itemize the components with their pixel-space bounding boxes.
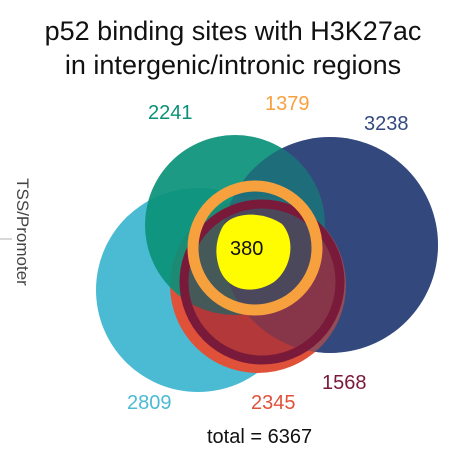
total-label: total = 6367 (207, 426, 313, 448)
set-orange-circle (187, 180, 323, 316)
set-navy-count: 3238 (364, 113, 409, 135)
set-cyan-count: 2809 (127, 392, 172, 414)
center-intersection (216, 214, 291, 290)
set-red-count: 2345 (251, 392, 296, 414)
set-maroon-count: 1568 (322, 372, 367, 394)
set-orange-count: 1379 (265, 93, 310, 115)
side-tick (0, 238, 12, 240)
title-line-1: p52 binding sites with H3K27ac (44, 16, 422, 46)
center-count: 380 (230, 238, 264, 260)
title-line-2: in intergenic/intronic regions (64, 50, 402, 80)
set-teal-count: 2241 (148, 102, 193, 124)
